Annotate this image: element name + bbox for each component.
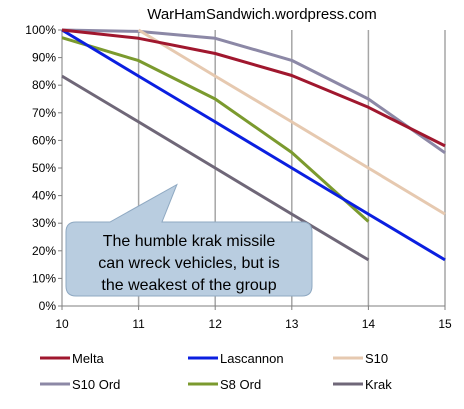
- legend-label: Krak: [365, 377, 392, 392]
- y-tick-label: 70%: [32, 106, 56, 120]
- x-tick-label: 14: [362, 317, 376, 331]
- chart-title: WarHamSandwich.wordpress.com: [147, 6, 377, 23]
- legend-label: Melta: [72, 351, 105, 366]
- y-tick-label: 10%: [32, 271, 56, 285]
- callout-line: The humble krak missile: [103, 233, 276, 250]
- series-line-s10-ord: [61, 28, 446, 155]
- y-tick-label: 60%: [32, 133, 56, 147]
- y-tick-label: 90%: [32, 51, 56, 65]
- x-axis-ticks: 10 11 12 13 14 15: [55, 306, 452, 331]
- callout-line: can wreck vehicles, but is: [98, 255, 279, 272]
- legend-label: Lascannon: [220, 351, 284, 366]
- y-tick-label: 20%: [32, 244, 56, 258]
- series-group: [61, 28, 446, 262]
- y-tick-label: 50%: [32, 161, 56, 175]
- callout-line: the weakest of the group: [101, 277, 276, 294]
- x-tick-label: 12: [209, 317, 223, 331]
- series-line-s10: [137, 28, 446, 216]
- callout-bubble: [65, 183, 313, 297]
- y-tick-label: 40%: [32, 189, 56, 203]
- series-line-lascannon: [61, 28, 446, 262]
- x-tick-label: 11: [132, 317, 145, 331]
- legend: Melta Lascannon S10 S10 Ord S8 Ord Krak: [40, 351, 392, 392]
- legend-label: S10 Ord: [72, 377, 120, 392]
- y-axis-ticks: 0% 10% 20% 30% 40% 50% 60% 70% 80% 90% 100%: [25, 23, 62, 313]
- y-tick-label: 30%: [32, 216, 56, 230]
- legend-label: S8 Ord: [220, 377, 261, 392]
- x-tick-label: 15: [438, 317, 452, 331]
- y-tick-label: 80%: [32, 78, 56, 92]
- x-tick-label: 13: [285, 317, 299, 331]
- x-tick-label: 10: [55, 317, 69, 331]
- annotation-callout: The humble krak missile can wreck vehicl…: [65, 183, 313, 297]
- y-tick-label: 100%: [25, 23, 56, 37]
- y-tick-label: 0%: [39, 299, 57, 313]
- series-line-krak: [61, 74, 370, 262]
- series-line-s8-ord: [61, 36, 370, 223]
- series-line-melta: [61, 28, 446, 148]
- legend-label: S10: [365, 351, 388, 366]
